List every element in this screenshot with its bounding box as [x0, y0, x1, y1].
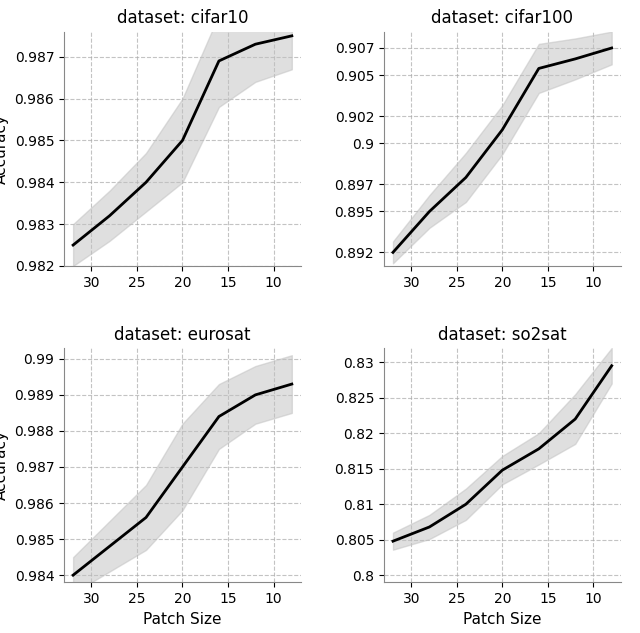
Title: dataset: eurosat: dataset: eurosat: [114, 326, 251, 344]
Title: dataset: cifar10: dataset: cifar10: [116, 9, 248, 27]
X-axis label: Patch Size: Patch Size: [463, 611, 541, 627]
Y-axis label: Accuracy: Accuracy: [0, 114, 9, 184]
Title: dataset: cifar100: dataset: cifar100: [431, 9, 573, 27]
X-axis label: Patch Size: Patch Size: [143, 611, 221, 627]
Title: dataset: so2sat: dataset: so2sat: [438, 326, 566, 344]
Y-axis label: Accuracy: Accuracy: [0, 430, 9, 500]
